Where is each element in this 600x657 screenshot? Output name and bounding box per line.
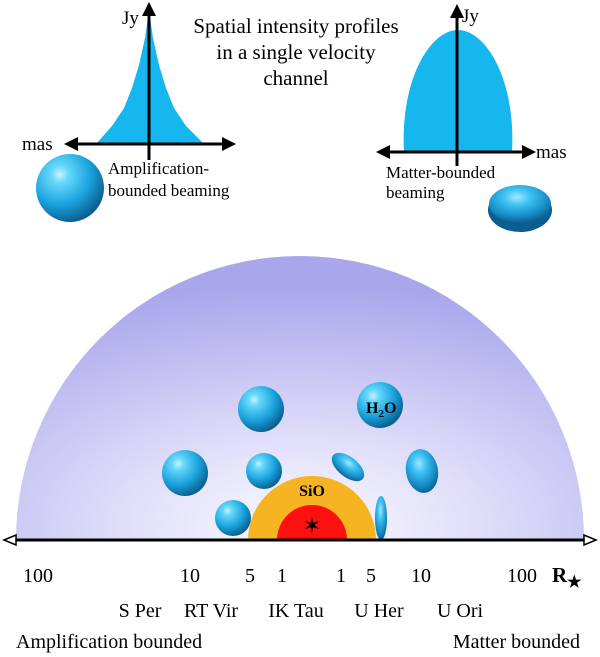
h2o-maser-cloud <box>357 382 403 428</box>
matter-bounded-profile-panel: Jy mas Matter-bounded beaming <box>376 4 567 232</box>
left-caption-line-1: Amplification- <box>108 159 209 178</box>
amplification-bounded-label: Amplification bounded <box>16 631 202 653</box>
circumstellar-shell: ✶ SiO H2O <box>16 256 584 540</box>
scale-right-100: 100 <box>507 565 537 587</box>
star-u-her: U Her <box>354 600 404 622</box>
left-caption-line-2: bounded beaming <box>108 181 230 200</box>
matter-bounded-label: Matter bounded <box>453 631 580 653</box>
maser-cloud <box>162 450 208 496</box>
maser-cloud-flattened <box>405 449 439 493</box>
spherical-cloud <box>36 154 104 222</box>
figure-title: Spatial intensity profiles in a single v… <box>193 14 398 90</box>
outer-shell <box>16 256 584 540</box>
left-y-axis-label: Jy <box>122 8 139 29</box>
flattened-cloud <box>489 185 551 223</box>
scale-left-arrow <box>2 533 17 547</box>
maser-cloud <box>246 453 282 489</box>
scale-right-1: 1 <box>336 565 346 587</box>
title-line-3: channel <box>263 66 328 90</box>
y-axis-arrow <box>450 4 464 18</box>
h2o-label: H2O <box>366 400 396 420</box>
star-rt-vir: RT Vir <box>184 600 238 622</box>
left-x-axis-label: mas <box>22 134 53 155</box>
x-axis-left-arrow <box>376 145 390 159</box>
beaming-regimes: Amplification bounded Matter bounded <box>16 631 580 653</box>
star-u-ori: U Ori <box>437 600 484 622</box>
maser-cloud-flattened <box>331 452 365 482</box>
title-line-1: Spatial intensity profiles <box>193 14 398 38</box>
scale-left-100: 100 <box>23 565 53 587</box>
scale-right-arrow <box>583 533 598 547</box>
x-axis-right-arrow <box>522 145 536 159</box>
maser-cloud-flattened <box>375 496 387 540</box>
x-axis-left-arrow <box>64 137 78 151</box>
maser-cloud <box>215 500 251 536</box>
radius-scale: 100 10 5 1 1 5 10 100 R★ <box>2 533 598 591</box>
y-axis-arrow <box>142 2 156 16</box>
amplification-profile-panel: Jy mas Amplification- bounded beaming <box>22 2 236 222</box>
star-icon: ✶ <box>303 514 321 539</box>
stellar-radius-unit: R★ <box>552 563 582 591</box>
x-axis-right-arrow <box>222 137 236 151</box>
title-line-2: in a single velocity <box>216 40 376 64</box>
maser-cloud <box>238 386 284 432</box>
right-x-axis-label: mas <box>536 142 567 163</box>
star-s-per: S Per <box>119 600 162 622</box>
scale-right-5: 5 <box>366 565 376 587</box>
scale-right-10: 10 <box>411 565 431 587</box>
stellar-core <box>277 505 347 540</box>
scale-left-1: 1 <box>277 565 287 587</box>
right-caption-line-2: beaming <box>386 183 445 202</box>
scale-left-10: 10 <box>180 565 200 587</box>
sio-label: SiO <box>299 483 325 500</box>
right-caption-line-1: Matter-bounded <box>386 163 496 182</box>
star-names: S Per RT Vir IK Tau U Her U Ori <box>119 600 484 622</box>
right-y-axis-label: Jy <box>462 6 479 27</box>
star-ik-tau: IK Tau <box>268 600 323 622</box>
scale-left-5: 5 <box>245 565 255 587</box>
